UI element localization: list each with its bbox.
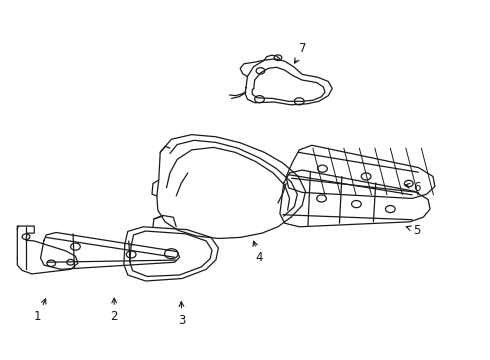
Text: 2: 2 [110, 298, 118, 323]
Text: 6: 6 [405, 181, 421, 194]
Text: 1: 1 [34, 299, 46, 323]
Text: 7: 7 [294, 42, 307, 63]
Text: 4: 4 [253, 241, 263, 265]
Text: 3: 3 [178, 302, 186, 327]
Text: 5: 5 [406, 224, 421, 237]
